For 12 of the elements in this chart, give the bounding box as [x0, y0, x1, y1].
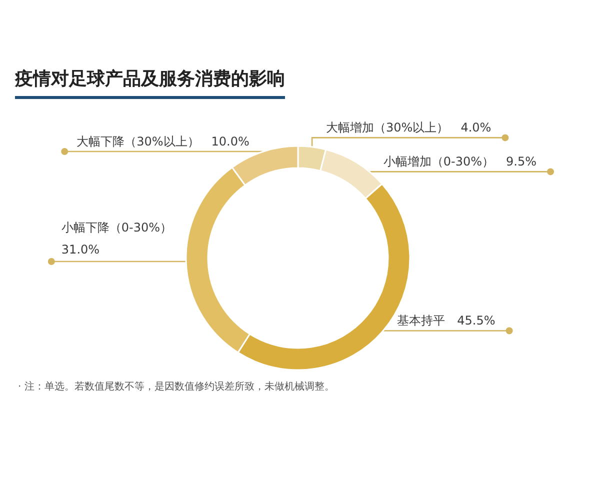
slice-label: 基本持平	[397, 314, 446, 328]
slice-label: 大幅增加（30%以上）	[326, 120, 449, 135]
slice-label: 小幅增加（0-30%）	[383, 154, 494, 169]
data-label: 9.5%	[506, 154, 537, 169]
data-label: 10.0%	[211, 134, 250, 148]
chart-title: 疫情对足球产品及服务消费的影响	[14, 68, 285, 90]
slice-label: 大幅下降（30%以上）	[76, 134, 200, 148]
data-label: 45.5%	[457, 314, 496, 328]
slice-label: 小幅下降（0-30%）	[61, 220, 172, 235]
data-label: 31.0%	[61, 242, 100, 257]
text: · 注：单选。若数值尾数不等，是因数值修约误差所致，未做机械调整。	[18, 380, 334, 392]
data-label: 4.0%	[460, 120, 492, 135]
